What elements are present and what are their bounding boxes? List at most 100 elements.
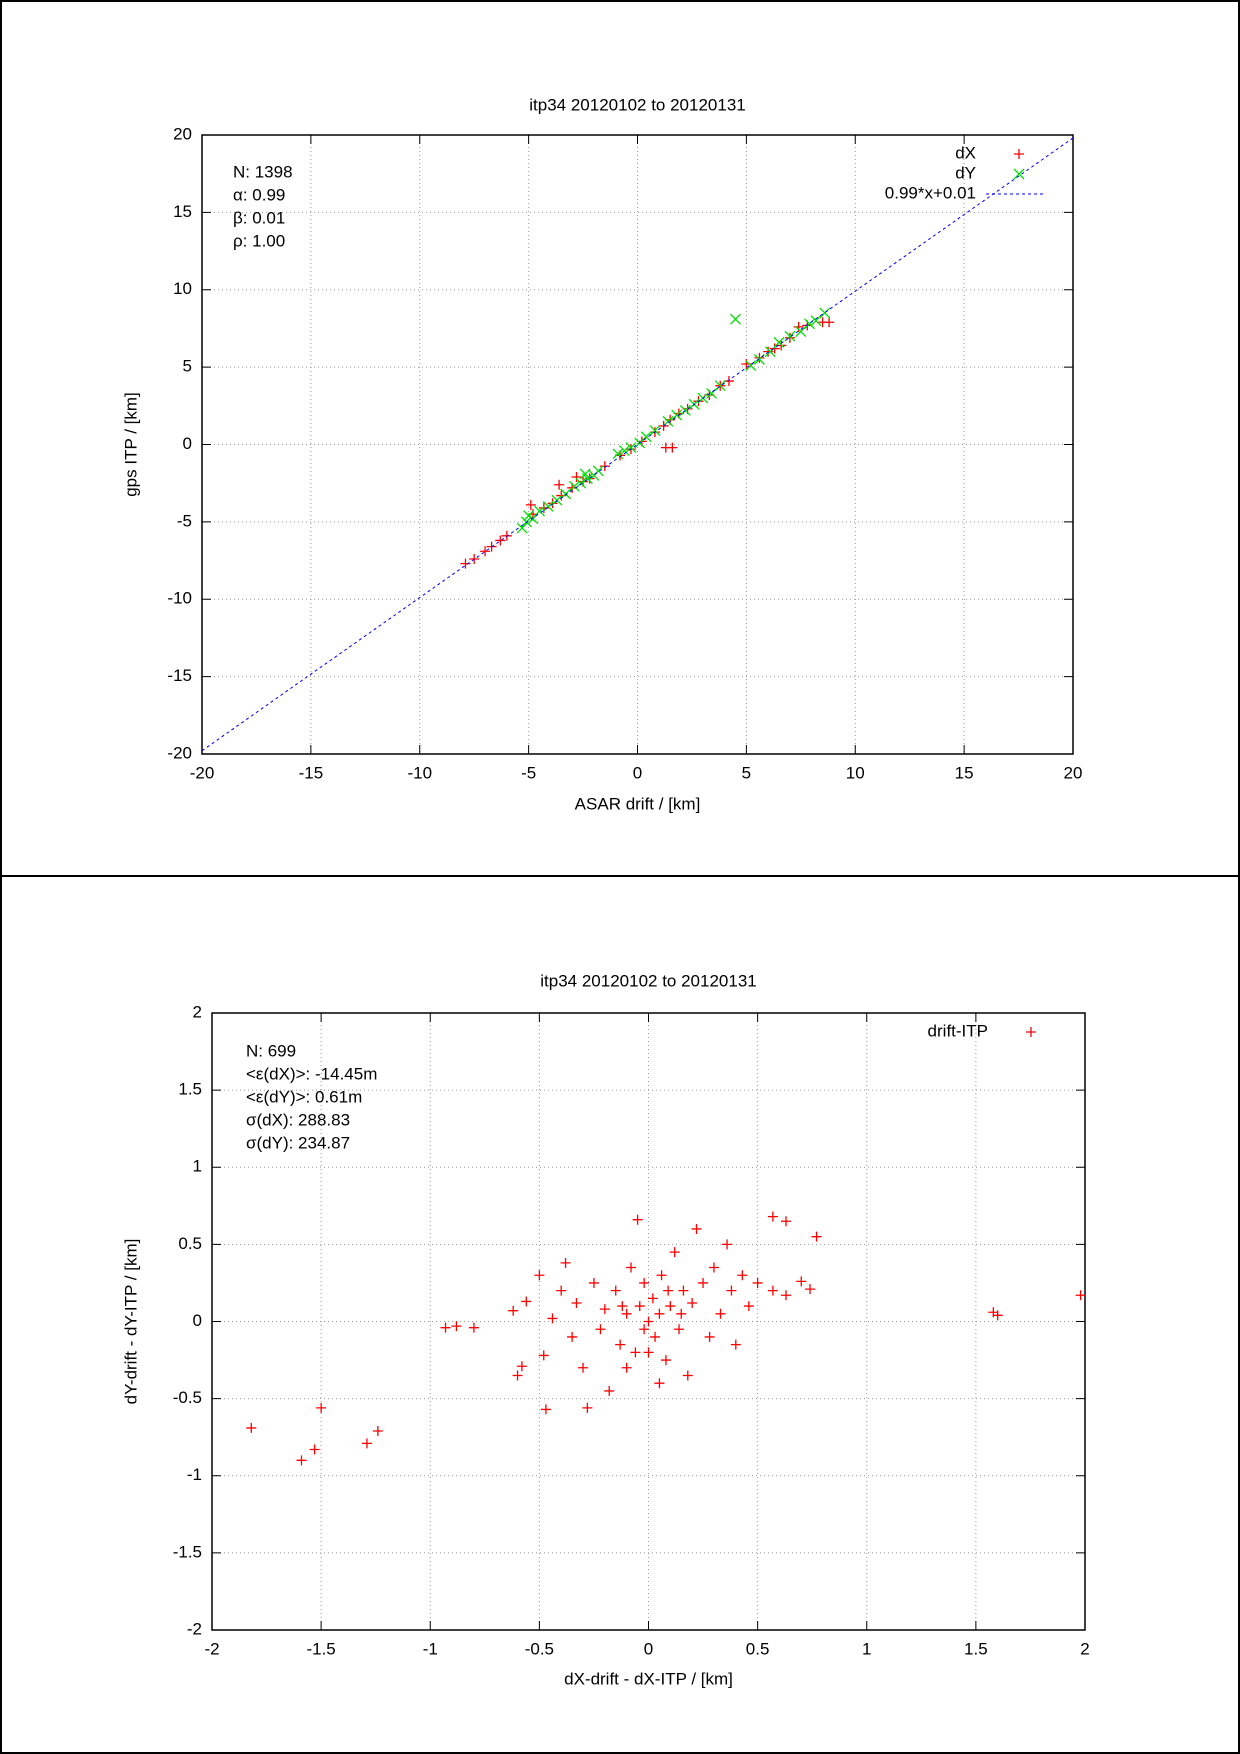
point bbox=[316, 1402, 327, 1413]
y-tick-label: -1 bbox=[187, 1465, 202, 1484]
point bbox=[714, 380, 726, 392]
point bbox=[599, 1304, 610, 1315]
chart-title: itp34 20120102 to 20120131 bbox=[529, 95, 745, 114]
point bbox=[495, 535, 506, 546]
point bbox=[640, 431, 652, 443]
y-tick-label: -0.5 bbox=[173, 1388, 202, 1407]
point bbox=[575, 477, 587, 489]
point bbox=[296, 1455, 307, 1466]
point bbox=[730, 313, 741, 325]
point bbox=[246, 1422, 257, 1433]
x-tick-label: -2 bbox=[204, 1639, 219, 1658]
point bbox=[571, 1297, 582, 1308]
point bbox=[805, 1284, 816, 1295]
point bbox=[632, 1214, 643, 1225]
x-tick-label: -1.5 bbox=[306, 1639, 335, 1658]
x-axis-label: dX-drift - dX-ITP / [km] bbox=[564, 1669, 733, 1688]
y-tick-label: 10 bbox=[173, 279, 192, 298]
point bbox=[745, 360, 757, 372]
point bbox=[737, 1270, 748, 1281]
point bbox=[992, 1310, 1003, 1321]
point bbox=[767, 1211, 778, 1222]
point bbox=[643, 1347, 654, 1358]
point bbox=[612, 448, 624, 460]
point bbox=[682, 1370, 693, 1381]
point bbox=[663, 1285, 674, 1296]
point bbox=[525, 499, 536, 510]
point bbox=[796, 1276, 807, 1287]
point bbox=[582, 1402, 593, 1413]
annotation: ρ: 1.00 bbox=[233, 231, 285, 250]
point bbox=[804, 318, 815, 330]
point bbox=[674, 1324, 685, 1335]
point bbox=[639, 1277, 650, 1288]
point bbox=[595, 1324, 606, 1335]
point bbox=[621, 1308, 632, 1319]
point bbox=[361, 1438, 372, 1449]
point bbox=[754, 352, 765, 363]
y-tick-label: 15 bbox=[173, 202, 192, 221]
annotation: β: 0.01 bbox=[233, 208, 285, 227]
x-tick-label: -10 bbox=[407, 763, 432, 782]
x-tick-label: -5 bbox=[521, 763, 536, 782]
x-tick-label: 0.5 bbox=[746, 1639, 770, 1658]
point bbox=[723, 376, 734, 387]
point bbox=[625, 442, 637, 454]
point bbox=[512, 1370, 523, 1381]
point bbox=[579, 468, 591, 480]
point bbox=[630, 1347, 641, 1358]
point bbox=[451, 1321, 462, 1332]
point bbox=[440, 1322, 451, 1333]
point bbox=[571, 471, 582, 482]
point bbox=[547, 498, 558, 509]
annotation: <ε(dY)>: 0.61m bbox=[246, 1087, 362, 1106]
point bbox=[599, 461, 610, 472]
y-axis-label: gps ITP / [km] bbox=[121, 392, 140, 497]
point bbox=[671, 409, 683, 421]
point bbox=[679, 404, 691, 416]
point bbox=[704, 1331, 715, 1342]
y-tick-label: 0 bbox=[193, 1311, 202, 1330]
point bbox=[460, 558, 471, 569]
point bbox=[708, 1262, 719, 1273]
point bbox=[824, 317, 835, 328]
point bbox=[547, 1313, 558, 1324]
point bbox=[534, 1270, 545, 1281]
point bbox=[615, 1339, 626, 1350]
point bbox=[634, 1301, 645, 1312]
legend-label: 0.99*x+0.01 bbox=[885, 183, 976, 202]
point bbox=[540, 1404, 551, 1415]
y-tick-label: -10 bbox=[167, 589, 192, 608]
point bbox=[752, 1277, 763, 1288]
point bbox=[687, 1297, 698, 1308]
point bbox=[764, 346, 776, 358]
point bbox=[784, 332, 795, 343]
point bbox=[372, 1426, 383, 1437]
x-tick-label: 1 bbox=[862, 1639, 871, 1658]
x-tick-label: 1.5 bbox=[964, 1639, 988, 1658]
point bbox=[1075, 1290, 1086, 1301]
point bbox=[578, 1362, 589, 1373]
point bbox=[656, 1270, 667, 1281]
point bbox=[643, 1316, 654, 1327]
point bbox=[560, 1257, 571, 1268]
point bbox=[516, 1361, 527, 1372]
point bbox=[551, 494, 563, 506]
plot-frame bbox=[201, 134, 1074, 755]
point bbox=[819, 307, 831, 319]
point bbox=[568, 480, 580, 492]
legend-marker bbox=[1014, 149, 1024, 159]
point bbox=[588, 1277, 599, 1288]
point bbox=[468, 1322, 479, 1333]
x-tick-label: 20 bbox=[1064, 763, 1083, 782]
point bbox=[508, 1305, 519, 1316]
point bbox=[780, 1216, 791, 1227]
legend-label: drift-ITP bbox=[928, 1021, 988, 1040]
point bbox=[604, 1385, 615, 1396]
point bbox=[722, 1239, 733, 1250]
point bbox=[556, 1285, 567, 1296]
point bbox=[669, 1247, 680, 1258]
plot-frame bbox=[211, 1012, 1086, 1631]
x-tick-label: 15 bbox=[955, 763, 974, 782]
